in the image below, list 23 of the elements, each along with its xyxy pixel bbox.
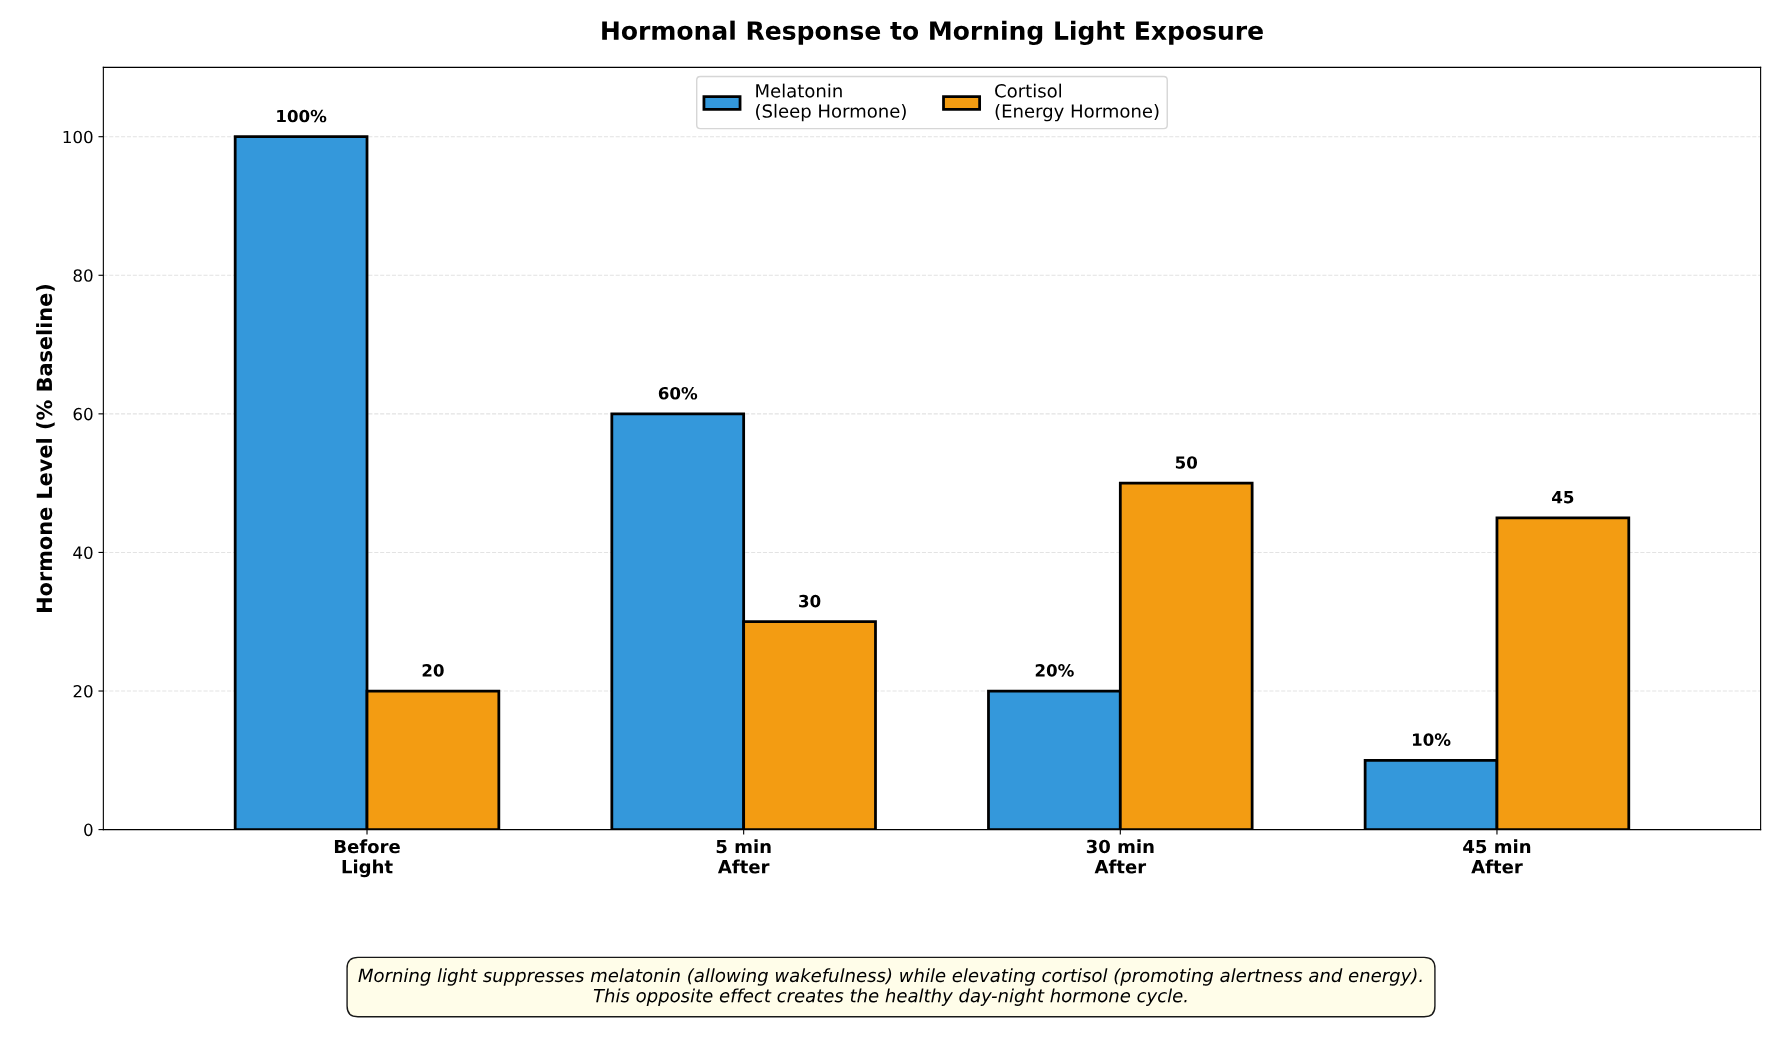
text: Morning light suppresses melatonin (allowing wakefulness) while elevating cortisol (promoting alertness and energy). This opposite effect creates the healthy day-night hormone cycle. — [358, 968, 1422, 1006]
data-label: 100% — [277, 109, 327, 123]
data-label: 30 — [799, 594, 821, 608]
x-tick-label: Before Light — [334, 839, 400, 878]
data-label: 10% — [1412, 733, 1451, 746]
y-axis-title: Hormone Level (% Baseline) — [36, 284, 55, 612]
y-tick-label: 20 — [73, 684, 93, 698]
x-tick-label: 45 min After — [1463, 839, 1531, 874]
y-tick-label: 100 — [63, 130, 93, 144]
data-label: 45 — [1552, 491, 1574, 504]
y-tick-label: 80 — [73, 269, 93, 282]
x-tick-label: 5 min After — [716, 839, 771, 874]
y-tick-label: 0 — [84, 823, 93, 837]
data-label: 20 — [422, 664, 444, 677]
chart-title: Hormonal Response to Morning Light Exposure — [602, 20, 1263, 46]
data-label: 60% — [658, 386, 698, 400]
y-tick-label: 60 — [73, 407, 93, 421]
legend-label: Melatonin (Sleep Hormone) — [756, 83, 906, 122]
data-label: 20% — [1035, 664, 1074, 677]
legend-label: Cortisol (Energy Hormone) — [995, 83, 1159, 122]
data-label: 50 — [1175, 456, 1198, 469]
y-tick-label: 40 — [73, 546, 93, 560]
x-tick-label: 30 min After — [1086, 839, 1154, 874]
